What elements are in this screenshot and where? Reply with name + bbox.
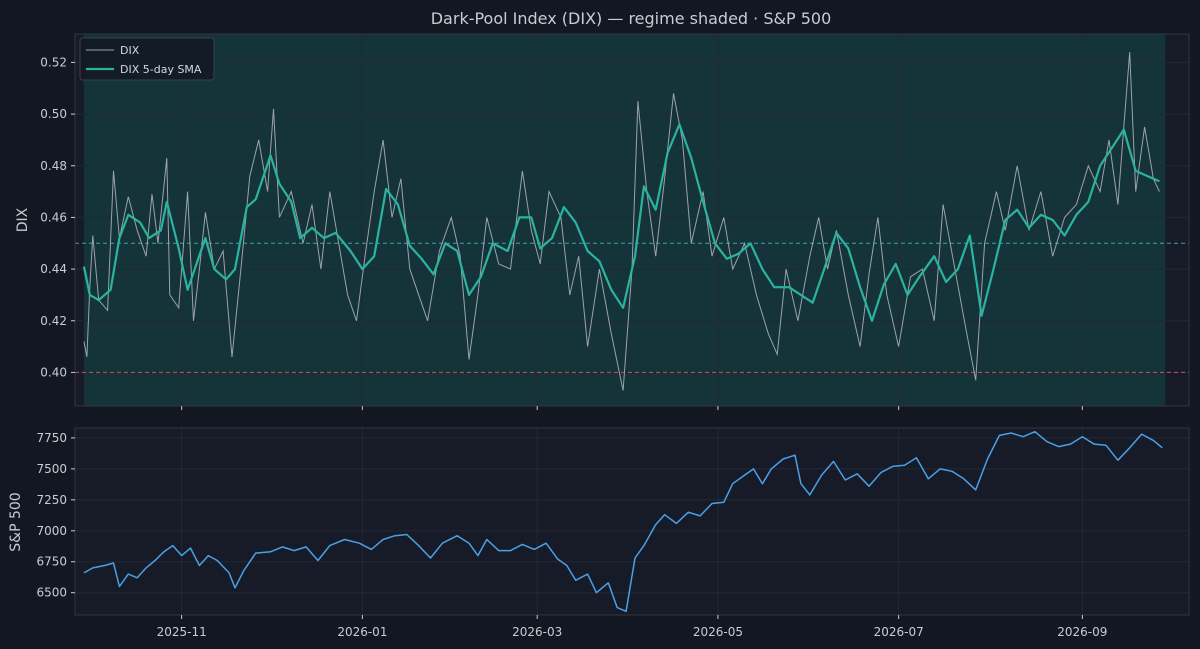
spx-x-tick-label: 2026-03 xyxy=(512,625,562,639)
dix-x-tick-marks xyxy=(181,406,1083,410)
dix-panel: 0.40 0.42 0.44 0.46 0.48 0.50 0.52 DIX DIX DIX… xyxy=(15,33,1190,410)
dix-y-tick-label: 0.50 xyxy=(40,107,67,121)
spx-x-tick-label: 2025-11 xyxy=(157,625,207,639)
dix-series-line xyxy=(83,52,1160,391)
spx-grid xyxy=(75,428,1189,615)
spx-x-ticks: 2025-11 2026-01 2026-03 2026-05 2026-07 2026-… xyxy=(157,615,1107,639)
legend-label-dix: DIX xyxy=(120,44,140,57)
spx-y-tick-label: 6750 xyxy=(36,555,67,569)
spx-y-axis-label: S&P 500 xyxy=(8,492,24,551)
legend-label-dix-sma: DIX 5-day SMA xyxy=(120,63,202,76)
spx-x-tick-label: 2026-09 xyxy=(1057,625,1107,639)
dix-y-tick-label: 0.44 xyxy=(40,262,67,276)
dix-y-tick-label: 0.42 xyxy=(40,314,67,328)
spx-axes-border xyxy=(74,427,1190,616)
chart-title: Dark-Pool Index (DIX) — regime shaded · … xyxy=(431,9,832,28)
spx-y-tick-label: 6500 xyxy=(36,586,67,600)
spx-x-tick-label: 2026-01 xyxy=(337,625,387,639)
dix-y-tick-label: 0.48 xyxy=(40,159,67,173)
dix-y-tick-label: 0.46 xyxy=(40,210,67,224)
spx-y-tick-label: 7000 xyxy=(36,524,67,538)
spx-axes-background xyxy=(75,428,1189,615)
spx-y-tick-label: 7750 xyxy=(36,431,67,445)
spx-y-tick-label: 7500 xyxy=(36,462,67,476)
spx-x-tick-label: 2026-05 xyxy=(693,625,743,639)
spx-x-tick-label: 2026-07 xyxy=(874,625,924,639)
regime-shaded-band xyxy=(83,34,1166,406)
spx-y-ticks: 6500 6750 7000 7250 7500 7750 xyxy=(36,431,75,600)
dix-y-axis-label: DIX xyxy=(15,207,31,232)
dix-y-tick-label: 0.40 xyxy=(40,365,67,379)
dix-y-ticks: 0.40 0.42 0.44 0.46 0.48 0.50 0.52 xyxy=(40,55,75,379)
legend: DIX DIX 5-day SMA xyxy=(79,37,215,81)
dix-y-tick-label: 0.52 xyxy=(40,55,67,69)
dix-sma-series-line xyxy=(82,123,1160,322)
spx-y-tick-label: 7250 xyxy=(36,493,67,507)
dix-axes-border xyxy=(74,33,1190,407)
spx-series-line xyxy=(83,430,1163,613)
